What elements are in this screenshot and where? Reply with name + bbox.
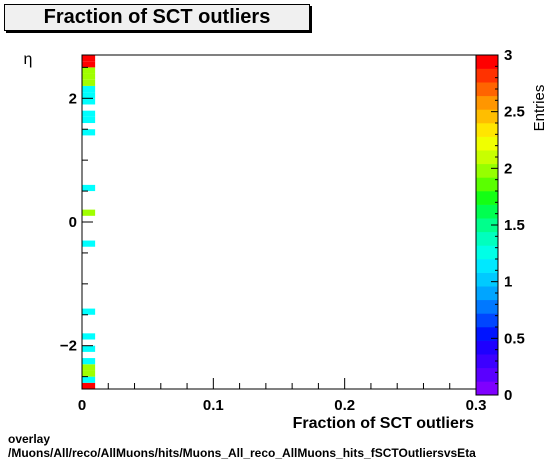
heatmap-cell	[82, 376, 96, 383]
heatmap-cells	[82, 55, 96, 389]
y-axis-label: η	[24, 51, 33, 68]
color-scale-swatch	[476, 313, 498, 328]
heatmap-cell	[82, 55, 96, 62]
color-scale-swatch	[476, 272, 498, 287]
heatmap-cell	[82, 129, 96, 136]
heatmap-cell	[82, 110, 96, 117]
x-tick-label: 0.2	[334, 397, 355, 414]
color-scale-swatch	[476, 68, 498, 83]
x-tick-label: 0.3	[466, 397, 487, 414]
heatmap-cell	[82, 382, 96, 389]
plot-frame	[81, 54, 477, 390]
chart-title-box: Fraction of SCT outliers	[4, 4, 310, 31]
heatmap-cell	[82, 73, 96, 80]
color-scale-swatch	[476, 259, 498, 273]
y-tick-label: 2	[69, 90, 77, 107]
color-scale-ticks: 0 0.5 1 1.5 2 2.5 3	[491, 47, 525, 404]
color-scale-swatch	[476, 163, 498, 178]
heatmap-cell	[82, 98, 96, 105]
color-scale-swatch	[476, 381, 498, 396]
heatmap-cell	[82, 240, 96, 247]
color-scale-swatch	[476, 245, 498, 260]
x-tick-label: 0.1	[203, 397, 224, 414]
heatmap-cell	[82, 209, 96, 216]
heatmap-cell	[82, 364, 96, 371]
z-tick-label: 2.5	[504, 104, 525, 121]
color-scale-label: Entries	[531, 85, 546, 132]
color-scale-swatch	[476, 354, 498, 369]
color-scale-swatch	[476, 95, 498, 110]
footer-line-2: /Muons/All/reco/AllMuons/hits/Muons_All_…	[8, 446, 476, 460]
z-tick-label: 1	[504, 274, 512, 291]
heatmap-cell	[82, 370, 96, 377]
z-tick-label: 0.5	[504, 330, 525, 347]
heatmap-cell	[82, 92, 96, 99]
x-axis-label: Fraction of SCT outliers	[293, 415, 474, 432]
color-scale-swatch	[476, 286, 498, 301]
heatmap-cell	[82, 61, 96, 68]
footer-line-1: overlay	[8, 432, 51, 446]
heatmap-cell	[82, 308, 96, 315]
heatmap-cell	[82, 85, 96, 93]
color-scale	[476, 55, 498, 396]
color-scale-swatch	[476, 150, 498, 165]
color-scale-swatch	[476, 204, 498, 219]
z-tick-label: 3	[504, 47, 512, 64]
heatmap-cell	[82, 67, 96, 74]
z-tick-label: 1.5	[504, 217, 525, 234]
color-scale-swatch	[476, 191, 498, 205]
chart-title: Fraction of SCT outliers	[43, 6, 271, 28]
color-scale-swatch	[476, 327, 498, 341]
heatmap-cell	[82, 184, 96, 192]
heatmap-cell	[82, 358, 96, 365]
heatmap-cell	[82, 345, 96, 352]
y-tick-label: −2	[60, 338, 77, 355]
color-scale-swatch	[476, 55, 498, 69]
heatmap-cell	[82, 333, 96, 340]
color-scale-swatch	[476, 367, 498, 382]
color-scale-swatch	[476, 177, 498, 192]
color-scale-swatch	[476, 109, 498, 124]
color-scale-swatch	[476, 218, 498, 233]
y-axis-ticks: −2 0 2	[60, 66, 93, 378]
color-scale-swatch	[476, 340, 498, 355]
color-scale-swatch	[476, 299, 498, 314]
z-tick-label: 0	[504, 387, 512, 404]
color-scale-swatch	[476, 231, 498, 246]
x-tick-label: 0	[78, 397, 86, 414]
color-scale-swatch	[476, 82, 498, 97]
color-scale-swatch	[476, 123, 498, 137]
color-scale-swatch	[476, 136, 498, 151]
heatmap-cell	[82, 116, 96, 124]
heatmap-cell	[82, 79, 96, 86]
z-tick-label: 2	[504, 160, 512, 177]
x-axis-ticks: 0 0.1 0.2 0.3	[78, 378, 487, 414]
y-tick-label: 0	[69, 214, 77, 231]
